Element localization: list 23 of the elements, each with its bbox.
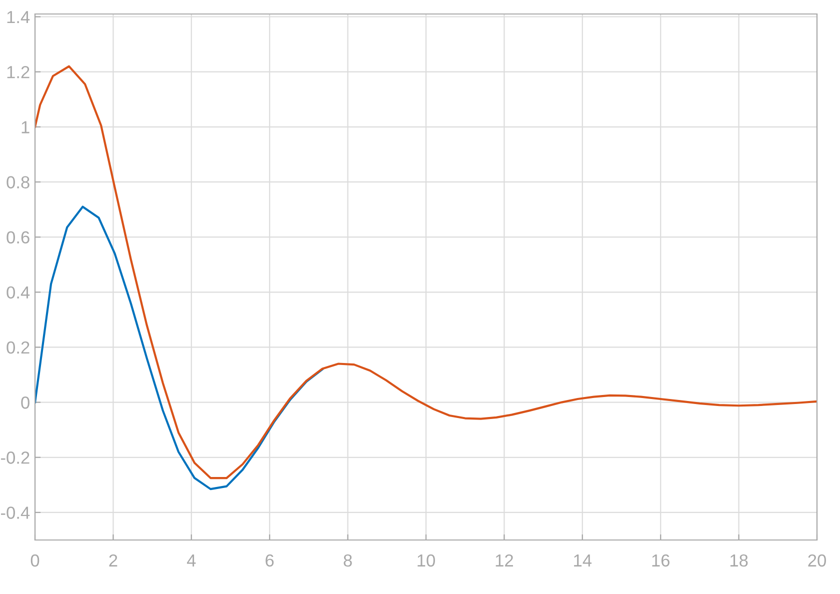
y-tick-label: 0: [21, 396, 30, 409]
x-tick-label: 0: [30, 554, 40, 567]
x-tick-label: 20: [808, 554, 826, 567]
line-series: [35, 206, 324, 490]
x-tick-label: 12: [496, 554, 513, 566]
line-series: [35, 65, 817, 480]
y-tick-label: -0.2: [0, 452, 30, 464]
x-tick-label: 4: [186, 554, 196, 566]
y-tick-label: 0.6: [6, 231, 30, 244]
y-tick-label: 0.4: [6, 286, 30, 299]
x-tick-label: 16: [652, 554, 670, 567]
y-tick-label: 1.2: [7, 66, 30, 78]
x-tick-label: 6: [266, 554, 274, 567]
y-tick-label: -0.4: [0, 506, 30, 519]
y-tick-label: 1: [22, 121, 30, 134]
x-tick-label: 10: [418, 554, 435, 567]
x-tick-label: 2: [109, 554, 118, 566]
y-tick-label: 0.8: [6, 176, 30, 188]
y-tick-label: 1.4: [7, 11, 30, 24]
x-tick-label: 14: [574, 554, 592, 566]
x-tick-label: 18: [730, 554, 748, 567]
x-tick-label: 8: [344, 554, 352, 567]
y-tick-label: 0.2: [6, 341, 30, 354]
